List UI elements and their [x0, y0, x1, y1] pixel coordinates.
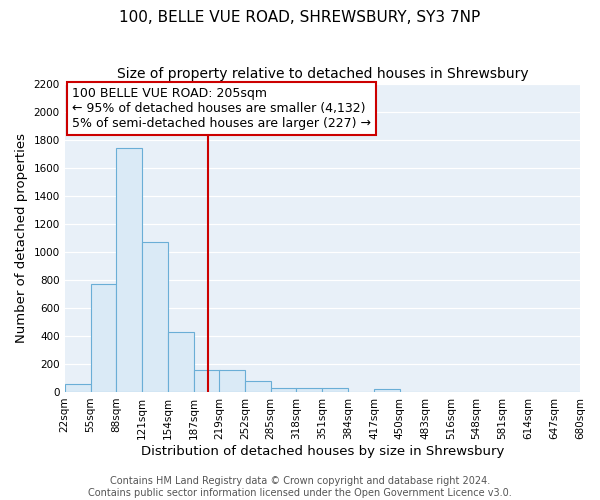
- Bar: [194, 370, 220, 392]
- Bar: [296, 388, 322, 392]
- Bar: [245, 381, 271, 392]
- Title: Size of property relative to detached houses in Shrewsbury: Size of property relative to detached ho…: [116, 68, 528, 82]
- Y-axis label: Number of detached properties: Number of detached properties: [15, 133, 28, 343]
- Bar: [219, 370, 245, 392]
- Text: 100 BELLE VUE ROAD: 205sqm
← 95% of detached houses are smaller (4,132)
5% of se: 100 BELLE VUE ROAD: 205sqm ← 95% of deta…: [73, 87, 371, 130]
- Bar: [271, 388, 296, 392]
- Bar: [65, 384, 91, 392]
- Bar: [374, 389, 400, 392]
- Bar: [322, 388, 348, 392]
- Text: Contains HM Land Registry data © Crown copyright and database right 2024.
Contai: Contains HM Land Registry data © Crown c…: [88, 476, 512, 498]
- Text: 100, BELLE VUE ROAD, SHREWSBURY, SY3 7NP: 100, BELLE VUE ROAD, SHREWSBURY, SY3 7NP: [119, 10, 481, 25]
- X-axis label: Distribution of detached houses by size in Shrewsbury: Distribution of detached houses by size …: [140, 444, 504, 458]
- Bar: [142, 242, 168, 392]
- Bar: [116, 148, 142, 392]
- Bar: [168, 332, 194, 392]
- Bar: [91, 284, 116, 392]
